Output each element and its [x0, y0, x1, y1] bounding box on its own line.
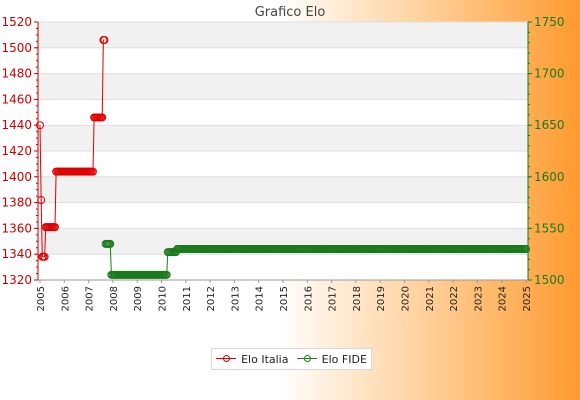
x-tick-label: 2021 [425, 286, 436, 311]
x-tick-label: 2011 [182, 286, 193, 311]
y-left-tick-label: 1520 [1, 15, 32, 29]
data-point-italia [36, 121, 44, 130]
y-right-tick-label: 1650 [534, 118, 565, 132]
x-tick-label: 2019 [376, 286, 387, 311]
y-right-tick-label: 1600 [534, 170, 565, 184]
x-tick-label: 2010 [158, 286, 169, 311]
legend-item-fide: Elo FIDE [296, 352, 367, 366]
y-left-tick-label: 1320 [1, 273, 32, 287]
y-left-tick-label: 1500 [1, 41, 32, 55]
x-tick-label: 2020 [401, 286, 412, 311]
y-right-tick-label: 1700 [534, 67, 565, 81]
data-point-italia [100, 36, 109, 45]
x-tick-label: 2022 [449, 286, 460, 311]
y-left-tick-label: 1480 [1, 67, 32, 81]
x-tick-label: 2017 [328, 286, 339, 311]
x-tick-label: 2007 [85, 286, 96, 311]
data-point-fide [106, 239, 115, 248]
x-tick-label: 2012 [206, 286, 217, 311]
data-point-italia [40, 252, 49, 261]
x-tick-label: 2025 [522, 286, 533, 311]
legend-swatch-fide [296, 354, 317, 364]
y-right-tick-label: 1750 [534, 15, 565, 29]
chart-title: Grafico Elo [255, 5, 326, 20]
legend-label-fide: Elo FIDE [321, 352, 367, 366]
data-point-italia [50, 223, 59, 232]
x-tick-label: 2014 [255, 286, 266, 311]
y-right-tick-label: 1500 [534, 273, 565, 287]
y-right-tick-label: 1550 [534, 221, 565, 235]
x-tick-label: 2015 [279, 286, 290, 311]
legend: Elo Italia Elo FIDE [211, 348, 372, 370]
y-left-tick-label: 1380 [1, 196, 32, 210]
legend-item-italia: Elo Italia [216, 353, 288, 366]
grid-band [38, 73, 528, 100]
grid-band [38, 22, 528, 48]
grid-band [38, 176, 528, 203]
x-tick-label: 2009 [133, 286, 144, 311]
x-tick-label: 2024 [498, 286, 509, 311]
y-left-tick-label: 1440 [1, 118, 32, 132]
y-left-tick-label: 1460 [1, 92, 32, 106]
y-left-tick-label: 1340 [1, 247, 32, 261]
x-tick-label: 2018 [352, 286, 363, 311]
data-point-fide [162, 270, 171, 279]
x-tick-label: 2013 [230, 286, 241, 311]
data-point-italia [98, 113, 107, 122]
grid-band [38, 125, 528, 151]
legend-label-italia: Elo Italia [241, 352, 289, 366]
data-point-fide [522, 245, 530, 254]
legend-swatch-italia [216, 354, 237, 364]
y-left-tick-label: 1360 [1, 221, 32, 235]
x-tick-label: 2008 [109, 286, 120, 311]
x-tick-label: 2005 [36, 286, 47, 311]
x-tick-label: 2023 [473, 286, 484, 311]
y-left-tick-label: 1420 [1, 144, 32, 158]
data-point-italia [88, 167, 97, 176]
y-left-tick-label: 1400 [1, 170, 32, 184]
data-point-italia [37, 196, 46, 205]
x-tick-label: 2016 [303, 286, 314, 311]
x-tick-label: 2006 [60, 286, 71, 311]
